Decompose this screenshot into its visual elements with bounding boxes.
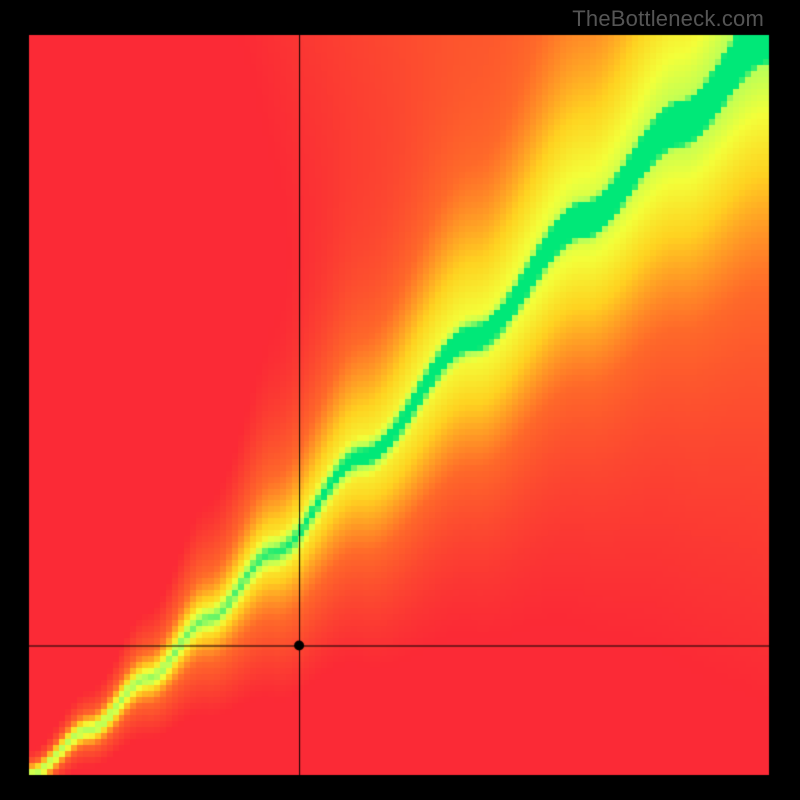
bottleneck-heatmap: [0, 0, 800, 800]
